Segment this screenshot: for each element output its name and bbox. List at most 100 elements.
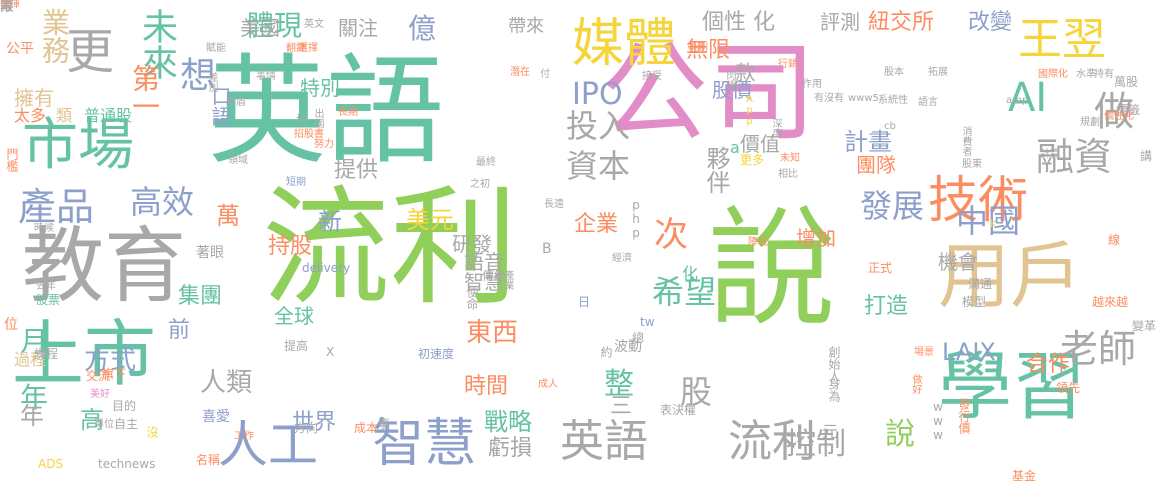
cloud-word: 場景 xyxy=(914,347,934,358)
cloud-word: 事情 xyxy=(256,71,276,82)
cloud-word: 技術 xyxy=(928,171,1028,229)
cloud-word: 標籤 xyxy=(1116,103,1141,117)
cloud-word: 使命 xyxy=(465,286,479,310)
cloud-word: www xyxy=(931,400,945,442)
cloud-word: 語言 xyxy=(918,97,938,108)
cloud-word: 中國 xyxy=(956,202,1021,240)
cloud-word: 年 xyxy=(20,381,49,414)
cloud-word: ADS xyxy=(38,457,64,471)
cloud-word: 喜愛 xyxy=(202,409,230,425)
cloud-word: 智慧 xyxy=(464,270,504,294)
cloud-word: 去年 xyxy=(36,281,56,292)
cloud-word: 做 xyxy=(1094,89,1134,135)
cloud-word: 名稱 xyxy=(196,453,221,467)
cloud-word: 表決權 xyxy=(660,403,697,417)
cloud-word: 紐交所 xyxy=(868,10,935,35)
cloud-word: 媒體 xyxy=(572,14,677,74)
cloud-word: 毛利 xyxy=(688,43,708,54)
cloud-word: 流利 xyxy=(262,174,519,323)
cloud-word: 戰略 xyxy=(484,408,532,436)
cloud-word: 變革 xyxy=(1132,319,1157,333)
cloud-word: 老師 xyxy=(1060,327,1137,371)
cloud-word: 評測 xyxy=(820,10,860,34)
cloud-word: 系統性 xyxy=(878,95,908,106)
cloud-word: 無限 xyxy=(686,38,731,63)
cloud-word: 整 xyxy=(604,367,634,402)
cloud-word: 提供 xyxy=(334,158,379,183)
cloud-word: 深度 xyxy=(770,118,781,138)
cloud-word: 三 xyxy=(610,394,633,419)
cloud-word: 基金 xyxy=(1012,469,1037,482)
cloud-word: 個性 化 xyxy=(702,10,775,35)
cloud-word: 限 xyxy=(0,0,14,15)
cloud-word: 成人 xyxy=(538,379,558,390)
cloud-word: 沒 xyxy=(145,426,159,438)
cloud-word: 門檻 xyxy=(5,148,19,172)
cloud-word: 報 xyxy=(0,0,13,13)
cloud-word: cb xyxy=(884,121,896,132)
cloud-word: 萬 xyxy=(216,202,240,230)
cloud-word: 行銷 xyxy=(778,59,798,70)
cloud-word: 發展 xyxy=(860,187,925,225)
cloud-word: 全球 xyxy=(274,304,314,328)
cloud-word: 做好 xyxy=(910,374,921,394)
cloud-word: 控制 xyxy=(786,427,846,462)
cloud-word: 用戶 xyxy=(938,234,1083,318)
cloud-word: 公司 xyxy=(600,31,817,156)
cloud-word: 機會 xyxy=(938,250,978,274)
cloud-word: 日 xyxy=(578,295,591,309)
cloud-word: 投入 xyxy=(566,107,631,145)
cloud-word: 發揮 xyxy=(0,0,20,10)
cloud-word: 線 xyxy=(1108,233,1121,247)
cloud-word: 增加 xyxy=(796,226,836,250)
cloud-word: 新 xyxy=(318,208,342,236)
cloud-word: 作用 xyxy=(802,79,822,90)
cloud-word: 成本 xyxy=(354,421,379,435)
cloud-word: 工作 xyxy=(234,431,254,442)
cloud-word: 長遠 xyxy=(544,199,564,210)
cloud-word: 股本 xyxy=(884,67,904,78)
cloud-word: 傳統 xyxy=(482,269,507,283)
cloud-word: 第一 xyxy=(128,64,161,120)
cloud-word: 閃耀 xyxy=(724,70,735,90)
cloud-word: 團隊 xyxy=(856,153,896,177)
cloud-word: 股價 xyxy=(712,78,752,102)
cloud-word: delivery xyxy=(302,261,351,275)
cloud-word: 賦能 xyxy=(206,43,226,54)
cloud-word: 前 xyxy=(168,318,191,343)
cloud-word: 講 xyxy=(1140,149,1153,163)
cloud-word: 國際化 xyxy=(1038,69,1068,80)
cloud-word: App xyxy=(744,94,755,127)
cloud-word: 企業 xyxy=(574,212,619,237)
cloud-word: 矛盾 xyxy=(226,97,246,108)
cloud-word: 東西 xyxy=(466,318,519,348)
cloud-word: 月 xyxy=(20,325,49,358)
cloud-word: 過程 xyxy=(14,350,47,369)
cloud-word: 自主 xyxy=(114,417,139,431)
cloud-word: amp xyxy=(1006,95,1029,106)
cloud-word: 方向 xyxy=(294,421,319,435)
cloud-word: 想 xyxy=(174,56,215,92)
cloud-word: 產業 xyxy=(502,270,513,290)
cloud-word: 創始人 xyxy=(827,346,841,382)
cloud-word: 價值 xyxy=(740,132,780,156)
cloud-word: 水準 xyxy=(1076,69,1096,80)
cloud-word: 擁有 xyxy=(14,86,54,110)
cloud-word: 語音 xyxy=(464,250,504,274)
cloud-word: 教育 xyxy=(22,219,187,314)
cloud-word: AI xyxy=(1008,75,1048,121)
cloud-word: 業務 xyxy=(38,8,71,64)
cloud-word: 說 xyxy=(885,417,915,452)
cloud-word: 降低 xyxy=(748,237,768,248)
cloud-word: 總 xyxy=(632,331,645,345)
cloud-word: 模型 xyxy=(962,295,987,309)
cloud-word: 翻譯 xyxy=(286,43,306,54)
cloud-word: 短期 xyxy=(286,177,306,188)
cloud-word: 英文 xyxy=(304,19,324,30)
cloud-word: 更 xyxy=(66,24,115,80)
cloud-word: 計算 xyxy=(1040,149,1060,160)
cloud-word: 人類 xyxy=(200,368,253,398)
cloud-word: 招股書 xyxy=(294,129,324,140)
cloud-word: B xyxy=(542,241,552,257)
cloud-word: 經濟 xyxy=(612,253,632,264)
